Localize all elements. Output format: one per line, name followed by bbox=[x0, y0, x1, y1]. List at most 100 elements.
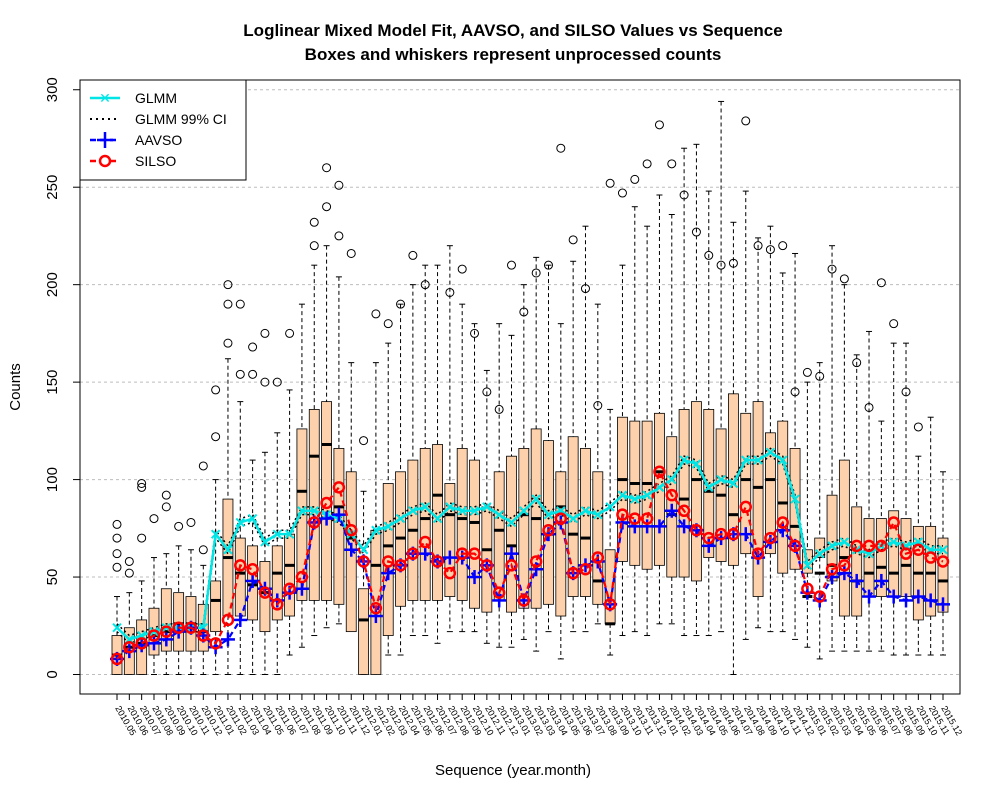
silso-point bbox=[591, 551, 605, 564]
box-body bbox=[888, 510, 900, 597]
outlier-point bbox=[617, 188, 627, 198]
outlier-point bbox=[396, 299, 406, 309]
glmm-marker bbox=[420, 502, 430, 512]
glmm-point bbox=[630, 494, 640, 504]
outlier-point bbox=[494, 404, 504, 414]
silso-point bbox=[554, 512, 568, 525]
box-2015.10 bbox=[912, 455, 924, 656]
aavso-point bbox=[442, 550, 457, 565]
glmm-marker bbox=[753, 455, 763, 465]
box-2013.01 bbox=[506, 334, 517, 648]
glmm-point bbox=[506, 517, 517, 528]
aavso-point bbox=[331, 507, 346, 522]
box-body bbox=[580, 447, 591, 597]
silso-point bbox=[283, 582, 296, 595]
glmm-point bbox=[235, 517, 245, 528]
glmm-point bbox=[482, 502, 492, 512]
outlier-point bbox=[260, 328, 270, 338]
box-2011.05 bbox=[259, 451, 271, 676]
outlier-point bbox=[248, 369, 258, 379]
box-body bbox=[777, 420, 789, 574]
legend-item-ci: GLMM 99% CI bbox=[90, 111, 227, 127]
glmm-marker bbox=[728, 478, 739, 489]
box-2011.10 bbox=[321, 245, 332, 629]
box-2013.09 bbox=[604, 408, 616, 656]
silso-point bbox=[813, 590, 826, 603]
box-body bbox=[678, 409, 690, 578]
glmm-point bbox=[605, 502, 615, 512]
silso-point bbox=[751, 547, 765, 560]
silso-point bbox=[776, 516, 789, 529]
glmm-point bbox=[223, 545, 233, 555]
glmm-marker bbox=[704, 482, 714, 493]
glmm-point bbox=[815, 548, 825, 559]
outlier-point bbox=[827, 264, 837, 274]
glmm-point bbox=[494, 509, 504, 520]
outlier-point bbox=[765, 245, 775, 255]
outlier-point bbox=[568, 235, 578, 245]
glmm-point bbox=[704, 482, 714, 493]
glmm-marker bbox=[802, 560, 813, 571]
box-2011.11 bbox=[333, 276, 345, 625]
aavso-point bbox=[220, 632, 235, 647]
glmm-point bbox=[260, 537, 270, 547]
box-body bbox=[937, 537, 949, 613]
glmm-marker bbox=[827, 541, 837, 551]
aavso-point bbox=[837, 566, 852, 581]
outlier-point bbox=[272, 377, 282, 387]
silso-point bbox=[665, 488, 679, 502]
outlier-point bbox=[864, 402, 874, 412]
glmm-marker bbox=[235, 517, 245, 528]
aavso-point bbox=[652, 519, 667, 534]
box-body bbox=[456, 447, 468, 601]
outlier-point bbox=[531, 268, 541, 278]
glmm-point bbox=[469, 506, 480, 516]
box-2013.03 bbox=[530, 256, 542, 652]
outlier-point bbox=[322, 163, 332, 173]
box-2013.10 bbox=[617, 264, 628, 637]
glmm-point bbox=[790, 494, 800, 504]
outlier-point bbox=[235, 299, 245, 309]
glmm-marker bbox=[630, 494, 640, 504]
silso-point bbox=[406, 547, 420, 560]
outlier-point bbox=[913, 422, 923, 432]
silso-point bbox=[850, 539, 863, 553]
box-2012.06 bbox=[419, 264, 431, 637]
box-2013.12 bbox=[641, 225, 653, 637]
legend-label-glmm: GLMM bbox=[135, 90, 177, 106]
box-2010.11 bbox=[185, 549, 197, 676]
glmm-point bbox=[778, 455, 788, 465]
silso-point bbox=[714, 527, 728, 541]
aavso-point bbox=[911, 589, 926, 604]
glmm-marker bbox=[790, 494, 800, 504]
outlier-point bbox=[174, 521, 184, 531]
outlier-point bbox=[839, 274, 849, 284]
y-axis-label: Counts bbox=[7, 363, 24, 411]
box-body bbox=[617, 416, 628, 562]
outlier-point bbox=[507, 260, 517, 270]
box-2013.11 bbox=[629, 206, 641, 633]
aavso-point bbox=[627, 519, 642, 534]
glmm-marker bbox=[654, 482, 665, 493]
box-2010.06 bbox=[123, 592, 135, 676]
aavso-point bbox=[899, 593, 914, 608]
silso-point bbox=[344, 524, 358, 537]
silso-point bbox=[123, 640, 136, 654]
silso-point bbox=[825, 563, 839, 576]
outlier-point bbox=[149, 514, 159, 524]
outlier-point bbox=[112, 549, 122, 559]
glmm-marker bbox=[223, 545, 233, 555]
silso-point bbox=[640, 512, 654, 525]
glmm-marker bbox=[605, 502, 615, 512]
box-body bbox=[358, 588, 369, 675]
silso-point bbox=[887, 516, 900, 529]
glmm-marker bbox=[284, 529, 295, 539]
legend-glmm-marker: ✕ bbox=[99, 90, 111, 106]
glmm-point bbox=[741, 455, 751, 465]
glmm-point bbox=[247, 513, 258, 524]
outlier-point bbox=[285, 328, 295, 338]
glmm-marker bbox=[617, 490, 628, 500]
box-2010.07 bbox=[136, 580, 148, 676]
silso-point bbox=[505, 559, 518, 572]
glmm-point bbox=[395, 513, 406, 524]
